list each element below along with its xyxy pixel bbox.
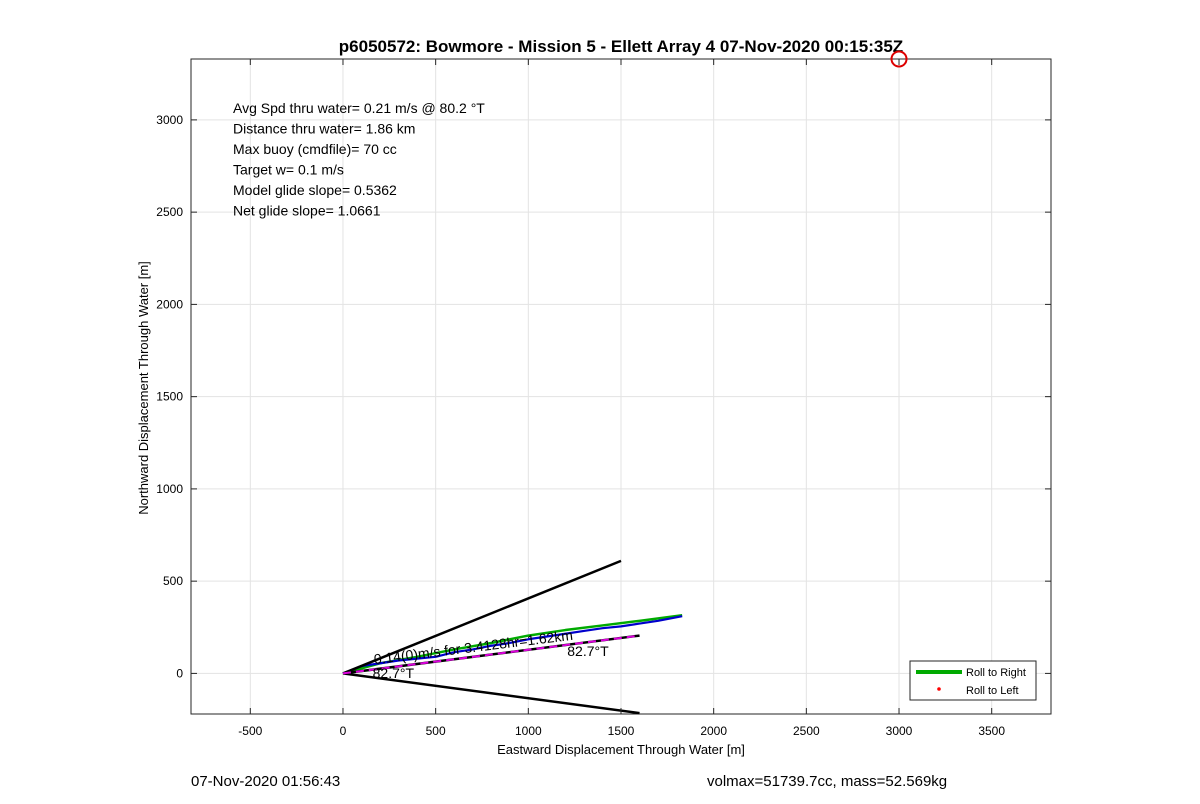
y-tick-label: 1500 [156, 390, 183, 404]
x-tick-label: 1500 [608, 724, 635, 738]
stats-line: Target w= 0.1 m/s [233, 162, 344, 178]
y-tick-label: 3000 [156, 113, 183, 127]
x-tick-label: 2000 [700, 724, 727, 738]
annotation-2: 82.7°T [373, 665, 415, 681]
y-tick-label: 500 [163, 574, 183, 588]
x-tick-label: 3500 [978, 724, 1005, 738]
x-axis-label: Eastward Displacement Through Water [m] [497, 742, 745, 757]
chart-title: p6050572: Bowmore - Mission 5 - Ellett A… [339, 37, 903, 56]
x-axis-ticks: -500 0 500 1000 1500 2000 2500 3000 3500 [238, 59, 1005, 738]
x-tick-label: 0 [340, 724, 347, 738]
y-axis-ticks: 0 500 1000 1500 2000 2500 3000 [156, 113, 1051, 680]
stats-line: Max buoy (cmdfile)= 70 cc [233, 141, 397, 157]
legend-label-roll-left: Roll to Left [966, 685, 1019, 697]
y-tick-label: 1000 [156, 482, 183, 496]
x-tick-label: 3000 [886, 724, 913, 738]
stats-line: Model glide slope= 0.5362 [233, 182, 397, 198]
target-marker [890, 50, 908, 68]
y-tick-label: 0 [176, 666, 183, 680]
stats-line: Net glide slope= 1.0661 [233, 203, 381, 219]
series-line-6 [342, 634, 640, 675]
legend: Roll to Right Roll to Left [909, 660, 1037, 701]
footer-timestamp: 07-Nov-2020 01:56:43 [191, 773, 341, 790]
y-tick-label: 2000 [156, 297, 183, 311]
y-tick-label: 2500 [156, 205, 183, 219]
series-line-4 [342, 672, 640, 715]
x-tick-label: 1000 [515, 724, 542, 738]
legend-box [909, 660, 1037, 701]
series-line-2 [342, 615, 683, 675]
annotation-1: 82.7°T [567, 643, 609, 659]
grid-lines [191, 59, 1051, 714]
x-tick-label: 2500 [793, 724, 820, 738]
x-tick-label: 500 [426, 724, 446, 738]
stats-block: Avg Spd thru water= 0.21 m/s @ 80.2 °T Di… [233, 100, 485, 219]
stats-line: Avg Spd thru water= 0.21 m/s @ 80.2 °T [233, 100, 485, 116]
y-axis-label: Northward Displacement Through Water [m] [136, 261, 151, 515]
stats-line: Distance thru water= 1.86 km [233, 121, 415, 137]
legend-swatch-roll-left [937, 687, 941, 691]
series-line-3 [342, 559, 622, 675]
x-tick-label: -500 [238, 724, 262, 738]
legend-label-roll-right: Roll to Right [966, 667, 1026, 679]
footer-summary: volmax=51739.7cc, mass=52.569kg [707, 773, 948, 790]
